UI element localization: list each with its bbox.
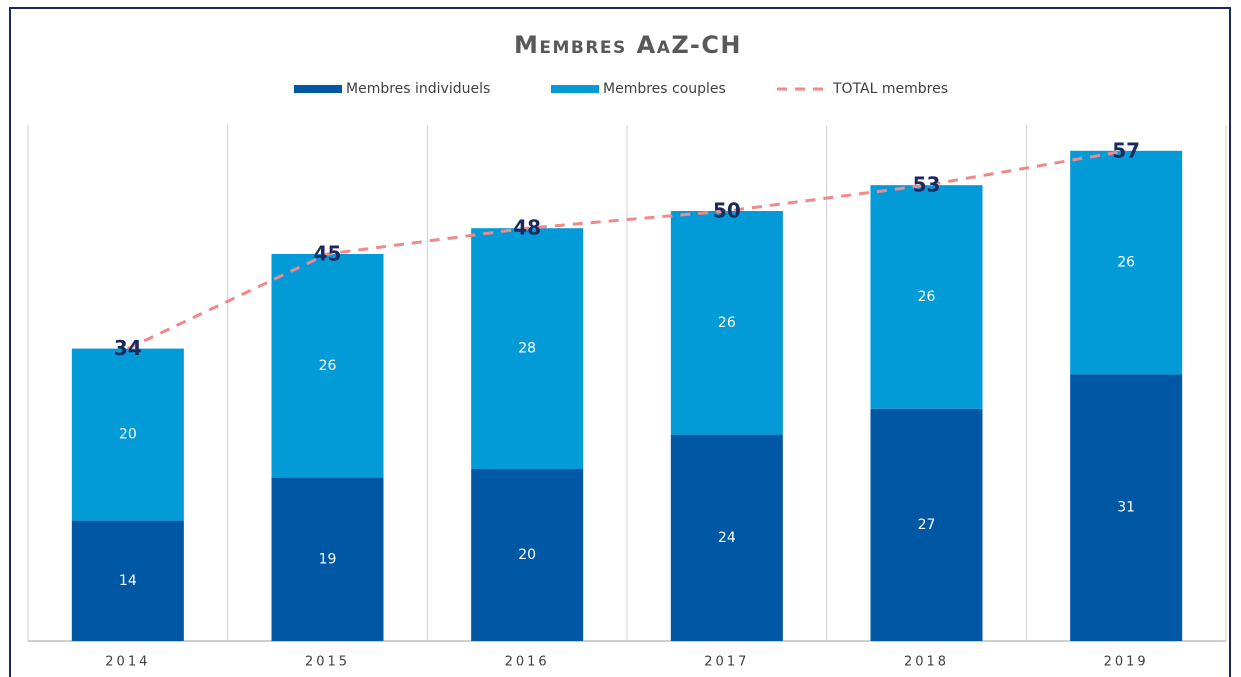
x-tick-label: 2017 (704, 655, 749, 670)
x-tick-label: 2019 (1104, 655, 1149, 670)
bar-segment (670, 434, 783, 641)
segment-label: 24 (718, 530, 736, 546)
bar-segment (71, 348, 184, 521)
bar-segment (271, 477, 384, 641)
segment-label: 19 (319, 551, 337, 567)
legend-swatch (551, 85, 599, 93)
chart-frame (9, 7, 1231, 677)
segment-label: 20 (518, 547, 536, 563)
segment-label: 26 (1117, 255, 1135, 271)
bar-segment (471, 469, 584, 641)
segment-label: 31 (1117, 500, 1135, 516)
total-label: 48 (513, 216, 541, 240)
x-tick-label: 2014 (105, 655, 150, 670)
segment-label: 14 (119, 573, 137, 589)
total-label: 34 (114, 336, 142, 360)
total-label: 50 (713, 199, 741, 223)
segment-label: 27 (918, 517, 936, 533)
x-tick-label: 2016 (505, 655, 550, 670)
segment-label: 26 (918, 289, 936, 305)
legend-label: Membres couples (603, 81, 726, 97)
bar-segment (271, 254, 384, 478)
bar-segment (870, 408, 983, 641)
segment-label: 26 (319, 358, 337, 374)
total-label: 57 (1112, 138, 1140, 162)
total-line (127, 149, 1127, 350)
segment-label: 26 (718, 315, 736, 331)
total-label: 45 (314, 242, 342, 266)
x-tick-label: 2018 (904, 655, 949, 670)
bar-segment (471, 228, 584, 469)
bar-segment (670, 211, 783, 435)
legend-label: Membres individuels (346, 81, 490, 97)
bar-segment (870, 185, 983, 409)
bar-segment (71, 520, 184, 641)
total-label: 53 (913, 173, 941, 197)
segment-label: 20 (119, 427, 137, 443)
bar-segment (1070, 374, 1183, 641)
x-tick-label: 2015 (305, 655, 350, 670)
segment-label: 28 (518, 341, 536, 357)
chart-title: Membres AaZ-CH (514, 31, 742, 59)
legend-swatch (294, 85, 342, 93)
legend-label: TOTAL membres (832, 81, 948, 97)
bar-segment (1070, 150, 1183, 375)
